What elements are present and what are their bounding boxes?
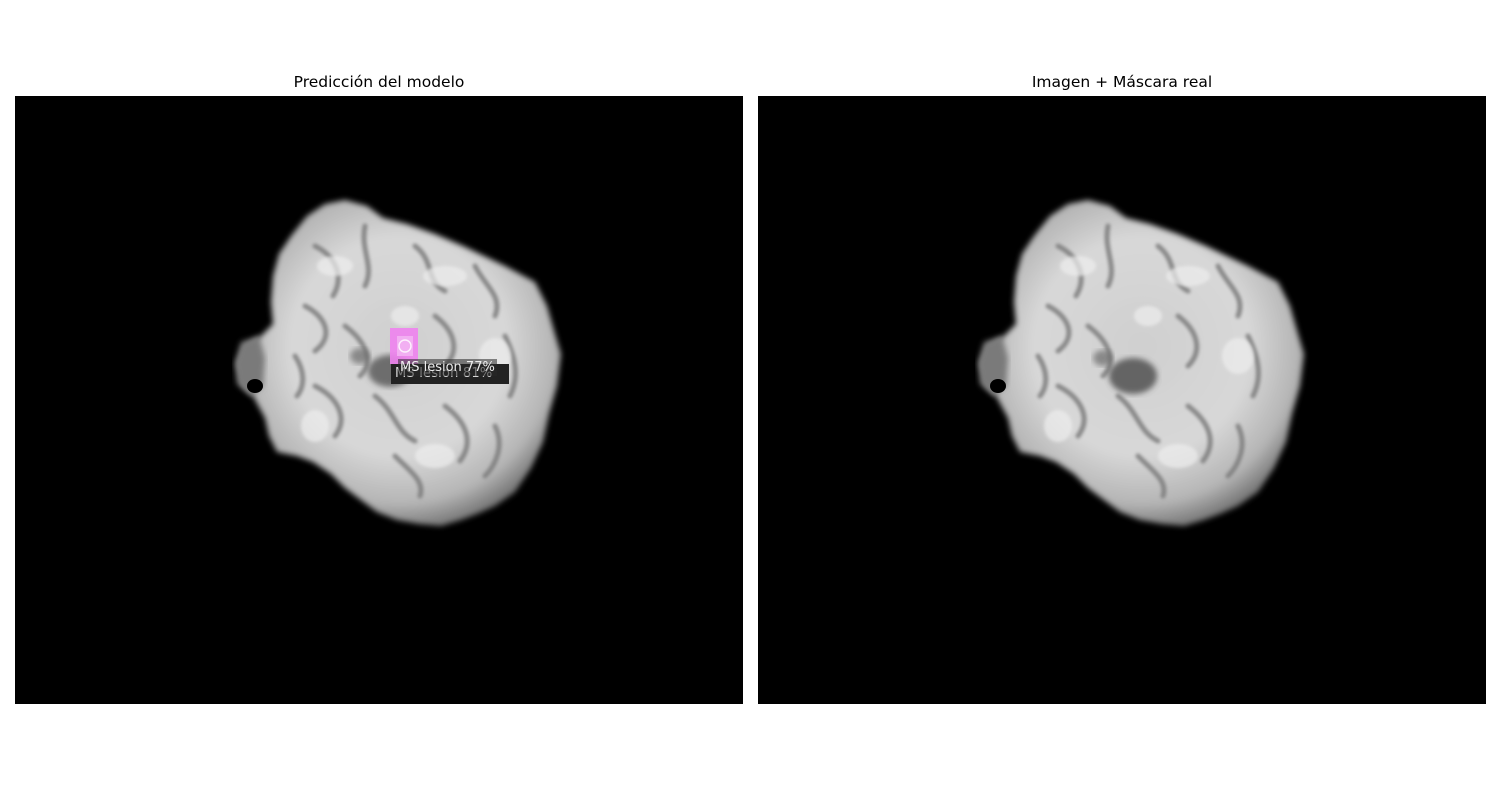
detection-label-primary: MS lesion 77% xyxy=(398,359,497,376)
brain-mri-scan-ground-truth xyxy=(978,200,1304,526)
prediction-image: MS lesion 81% MS lesion 77% xyxy=(15,96,743,704)
panel-title-prediction: Predicción del modelo xyxy=(293,73,465,91)
panel-title-ground-truth: Imagen + Máscara real xyxy=(1031,73,1213,91)
ground-truth-image xyxy=(758,96,1486,704)
brain-mri-scan-prediction xyxy=(235,200,561,526)
